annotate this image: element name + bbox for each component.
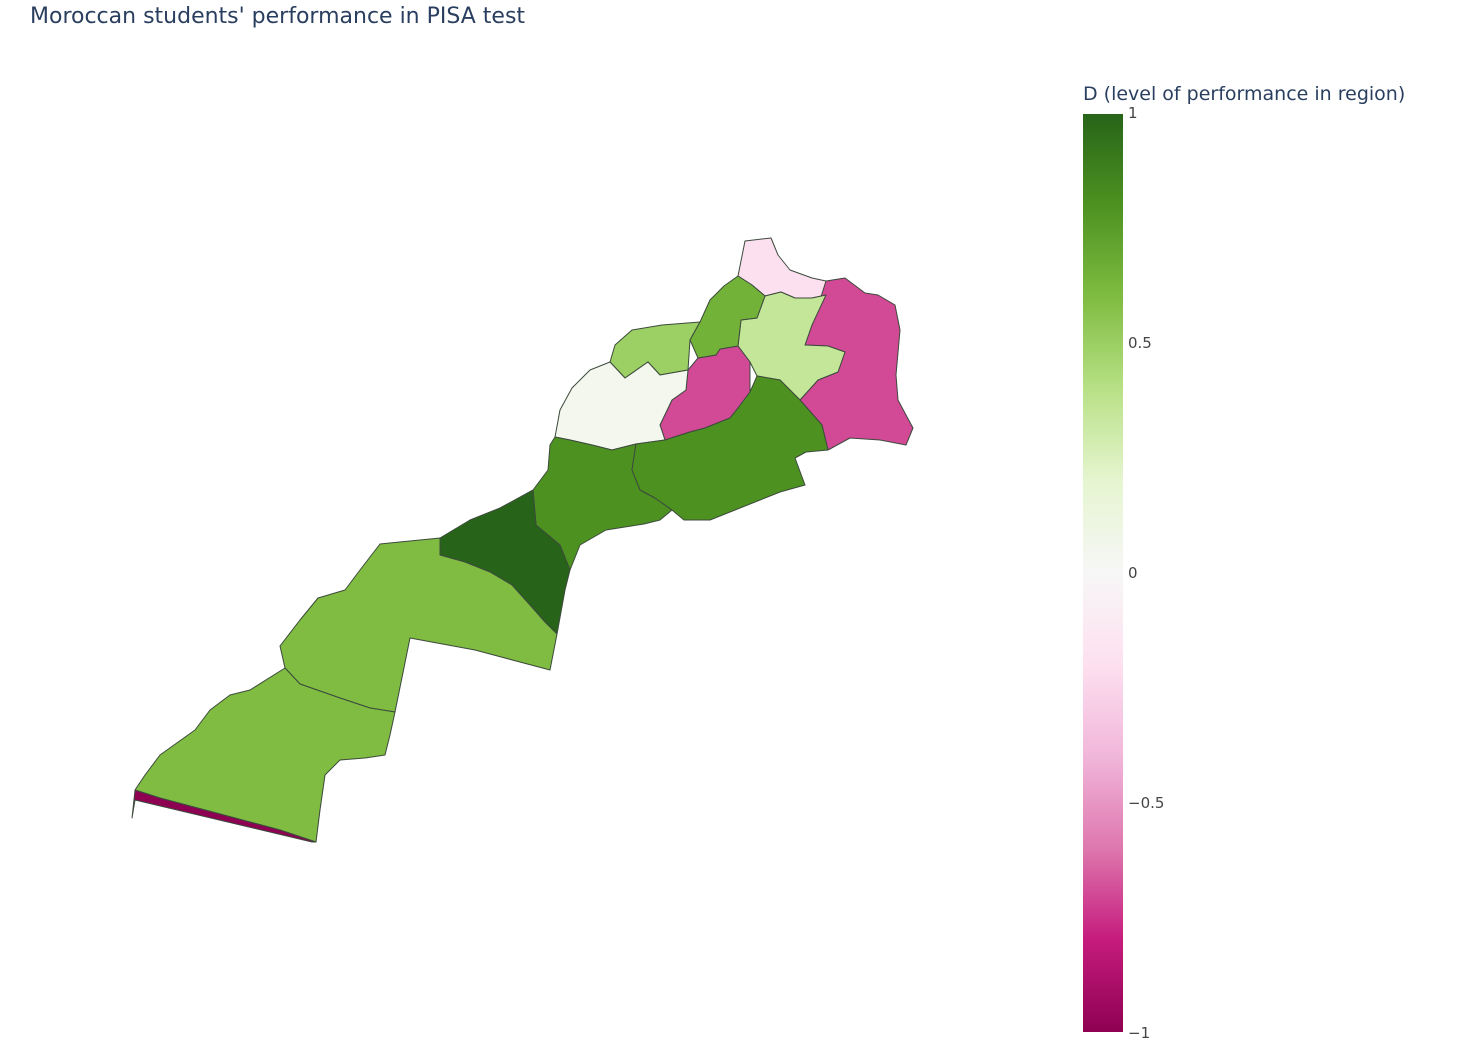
colorbar-tick-1: 1 [1128, 104, 1138, 122]
region-dakhla-oued-ed-dahab[interactable] [131, 789, 317, 843]
colorbar [1083, 114, 1123, 1032]
colorbar-title: D (level of performance in region) [1083, 83, 1406, 105]
colorbar-tick-neg1: −1 [1128, 1024, 1151, 1042]
colorbar-tick-0.5: 0.5 [1128, 334, 1152, 352]
region-laayoune-sakia-el-hamra[interactable] [134, 667, 396, 843]
colorbar-tick-0: 0 [1128, 564, 1138, 582]
chart-title: Moroccan students' performance in PISA t… [30, 4, 526, 29]
region-north-central-region[interactable] [689, 275, 766, 359]
colorbar-tick-neg0.5: −0.5 [1128, 794, 1165, 812]
region-draa-tafilalet[interactable] [631, 375, 829, 521]
